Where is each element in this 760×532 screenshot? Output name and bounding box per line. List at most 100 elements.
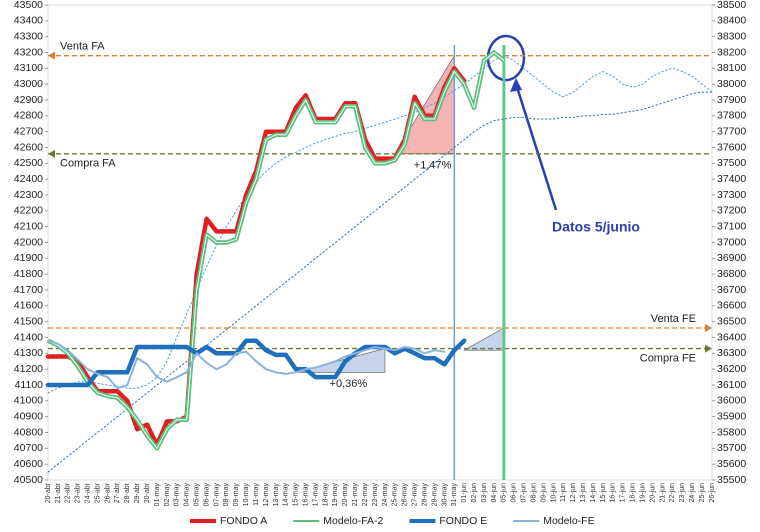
y2-tick-label: 38200 (717, 46, 746, 58)
x-tick-label: 26-may (402, 483, 409, 507)
x-tick-label: 25-abr (94, 482, 101, 503)
y-tick-label: 43000 (14, 78, 43, 90)
x-tick-label: 31-may (451, 483, 458, 507)
x-tick-label: 01-may (154, 483, 161, 507)
y2-tick-label: 37600 (717, 141, 746, 153)
x-tick-label: 22-abr (65, 482, 72, 503)
legend-label: Modelo-FA-2 (323, 515, 383, 527)
x-tick-label: 22-jun (669, 483, 676, 503)
series-line-outline (47, 50, 506, 451)
x-tick-label: 16-may (303, 483, 310, 507)
y2-tick-label: 37900 (717, 94, 746, 106)
x-tick-label: 11-may (253, 483, 260, 506)
series-line (47, 91, 713, 473)
y2-tick-label: 35900 (717, 410, 746, 422)
x-tick-label: 10-may (243, 483, 250, 507)
y-tick-label: 40800 (14, 426, 43, 438)
x-tick-label: 19-jun (639, 483, 646, 503)
x-tick-label: 14-may (283, 483, 290, 507)
y-tick-label: 42900 (14, 94, 43, 106)
x-tick-label: 15-may (293, 483, 300, 507)
x-tick-label: 26-abr (104, 482, 111, 503)
x-tick-label: 06-may (203, 483, 210, 507)
x-tick-label: 03-jun (481, 483, 488, 503)
y2-tick-label: 36300 (717, 347, 746, 359)
x-tick-label: 03-may (174, 483, 181, 507)
x-tick-label: 24-abr (84, 482, 91, 503)
x-tick-label: 02-may (164, 483, 171, 507)
y-tick-label: 42500 (14, 157, 43, 169)
y-tick-label: 42600 (14, 141, 43, 153)
h-line-arrow (48, 149, 55, 158)
y-tick-label: 43500 (14, 0, 43, 11)
x-tick-label: 15-jun (600, 483, 607, 503)
x-tick-label: 22-may (362, 483, 369, 507)
x-tick-label: 13-jun (580, 483, 587, 503)
x-tick-label: 18-may (322, 483, 329, 507)
y-tick-label: 41700 (14, 284, 43, 296)
y2-tick-label: 37200 (717, 205, 746, 217)
x-tick-label: 04-jun (491, 483, 498, 503)
legend-label: FONDO A (220, 515, 267, 527)
y-tick-label: 41100 (15, 379, 44, 391)
y2-tick-label: 35700 (717, 442, 746, 454)
y-tick-label: 43100 (14, 62, 43, 74)
series-line (45, 66, 467, 448)
y-tick-label: 40600 (14, 458, 43, 470)
y-tick-label: 40700 (14, 442, 43, 454)
series-line (45, 338, 467, 388)
y-tick-label: 41300 (14, 347, 43, 359)
callout-text: Datos 5/junio (552, 219, 640, 235)
x-tick-label: 29-may (431, 483, 438, 507)
y-tick-label: 42400 (14, 173, 43, 185)
x-tick-label: 23-may (372, 483, 379, 507)
x-tick-label: 25-jun (699, 483, 706, 503)
y-tick-label: 41500 (14, 315, 43, 327)
legend-label: FONDO E (439, 515, 487, 527)
x-tick-label: 06-jun (511, 483, 518, 503)
legend-label: Modelo-FE (543, 515, 594, 527)
callout-arrowhead (510, 78, 522, 92)
x-tick-label: 21-jun (659, 483, 666, 503)
x-tick-label: 12-jun (570, 483, 577, 503)
x-tick-label: 01-jun (461, 483, 468, 503)
x-tick-label: 20-may (342, 483, 349, 507)
y2-tick-label: 37400 (717, 173, 746, 185)
y-tick-label: 41900 (14, 252, 43, 264)
y-tick-label: 41000 (14, 395, 43, 407)
series-line (47, 339, 446, 390)
x-tick-label: 08-jun (530, 483, 537, 503)
y2-tick-label: 37700 (717, 125, 746, 137)
h-line-arrow (48, 51, 55, 60)
y2-tick-label: 36500 (717, 315, 746, 327)
x-tick-label: 09-jun (540, 483, 547, 503)
x-tick-label: 08-may (223, 483, 230, 507)
h-line-label: Compra FA (60, 158, 116, 170)
y-tick-label: 40900 (14, 410, 43, 422)
x-tick-label: 13-may (273, 483, 280, 507)
shade (463, 327, 505, 351)
layer: 40500 40600 40700 40800 40900 41000 41100 41200… (14, 0, 747, 527)
series-line (47, 55, 713, 394)
y2-tick-label: 38100 (717, 62, 746, 74)
x-tick-label: 19-may (332, 483, 339, 507)
x-tick-label: 18-jun (630, 483, 637, 503)
x-tick-label: 21-abr (55, 482, 62, 503)
shade-label: +1,47% (414, 160, 452, 172)
x-tick-label: 26-jun (709, 483, 716, 503)
y-tick-label: 43300 (14, 30, 43, 42)
y-tick-label: 42000 (14, 236, 43, 248)
x-tick-label: 29-abr (134, 482, 141, 503)
y2-tick-label: 36700 (717, 284, 746, 296)
h-line-label: Venta FE (651, 313, 696, 325)
plot-frame (47, 4, 713, 481)
x-tick-label: 10-jun (550, 483, 557, 503)
y-tick-label: 41400 (14, 331, 43, 343)
y2-tick-label: 37100 (717, 220, 746, 232)
y2-tick-label: 38400 (717, 15, 746, 27)
y2-tick-label: 38000 (717, 78, 746, 90)
series-line (47, 52, 505, 449)
y2-tick-label: 35500 (717, 474, 746, 486)
x-tick-label: 27-may (412, 483, 419, 507)
